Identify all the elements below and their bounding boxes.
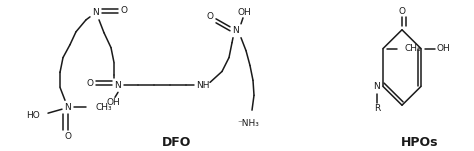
Text: O: O <box>86 79 93 88</box>
Text: NH: NH <box>196 81 210 90</box>
Text: O: O <box>64 132 72 141</box>
Text: O: O <box>120 6 128 15</box>
Text: N: N <box>92 8 100 17</box>
Text: OH: OH <box>106 98 120 107</box>
Text: N: N <box>64 103 72 112</box>
Text: N: N <box>233 26 239 35</box>
Text: O: O <box>207 12 213 21</box>
Text: CH₃: CH₃ <box>96 103 113 112</box>
Text: OH: OH <box>237 8 251 17</box>
Text: ⁻NH₃: ⁻NH₃ <box>237 119 259 128</box>
Text: DFO: DFO <box>162 137 191 149</box>
Text: HPOs: HPOs <box>401 137 439 149</box>
Text: R: R <box>374 104 380 113</box>
Text: HO: HO <box>26 111 40 120</box>
Text: OH: OH <box>436 44 450 53</box>
Text: N: N <box>374 82 380 91</box>
Text: N: N <box>115 81 121 90</box>
Text: O: O <box>399 7 405 16</box>
Text: CH₃: CH₃ <box>405 44 421 53</box>
